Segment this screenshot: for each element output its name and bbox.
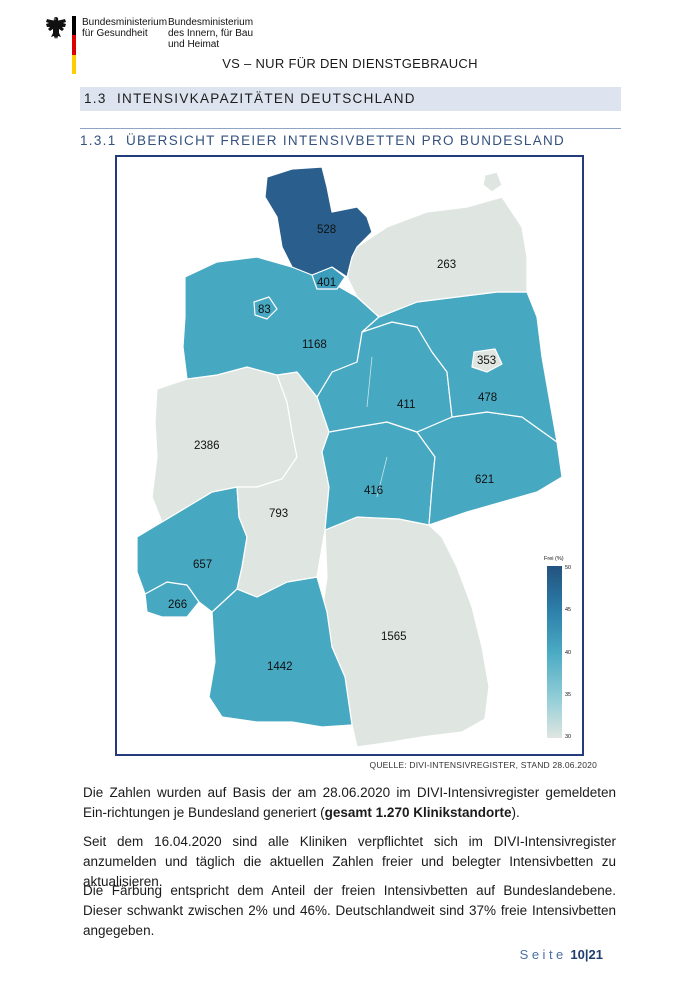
value-label-hessen: 793 — [269, 508, 288, 520]
legend-tick-40: 40 — [565, 650, 571, 656]
subsection-number: 1.3.1 — [80, 133, 117, 148]
island-ruegen — [482, 171, 503, 193]
value-label-schleswig-holstein: 528 — [317, 224, 336, 236]
legend-color-bar — [547, 566, 562, 738]
value-label-sachsen-anhalt: 411 — [397, 399, 415, 411]
paragraph-coloring: Die Färbung entspricht dem Anteil der fr… — [83, 883, 616, 938]
value-label-bayern: 1565 — [381, 631, 407, 643]
value-label-bremen: 83 — [258, 304, 271, 316]
value-label-berlin: 353 — [477, 355, 496, 367]
section-title: INTENSIVKAPAZITÄTEN DEUTSCHLAND — [117, 91, 416, 106]
classification-notice: VS – NUR FÜR DEN DIENSTGEBRAUCH — [222, 56, 478, 71]
value-label-niedersachsen: 1168 — [302, 339, 327, 351]
paragraph-basis-end: ). — [511, 805, 520, 820]
footer-seite-label: Seite — [519, 947, 567, 962]
value-label-nordrhein-westfalen: 2386 — [194, 440, 220, 452]
footer-separator: | — [584, 947, 589, 962]
paragraph-basis-text: Die Zahlen wurden auf Basis der am 28.06… — [83, 785, 616, 820]
value-label-saarland: 266 — [168, 599, 187, 611]
state-berlin — [471, 348, 503, 373]
value-label-mecklenburg-vorpommern: 263 — [437, 259, 456, 271]
footer-page-total: 21 — [588, 947, 603, 962]
paragraph-basis: Die Zahlen wurden auf Basis der am 28.06… — [83, 783, 616, 823]
ministry-health-name: Bundesministerium für Gesundheit — [82, 17, 168, 39]
map-source: QUELLE: DIVI-INTENSIVREGISTER, STAND 28.… — [369, 760, 597, 770]
value-label-sachsen: 621 — [475, 474, 494, 486]
section-heading: 1.3 INTENSIVKAPAZITÄTEN DEUTSCHLAND — [80, 87, 621, 111]
value-label-baden-wuerttemberg: 1442 — [267, 661, 293, 673]
value-label-thueringen: 416 — [364, 485, 383, 497]
state-thueringen — [321, 421, 436, 531]
value-label-brandenburg: 478 — [478, 392, 497, 404]
section-number: 1.3 — [84, 91, 107, 106]
german-flag-bar — [72, 16, 76, 74]
state-mecklenburg-vorpommern — [346, 196, 528, 318]
legend-tick-35: 35 — [565, 692, 571, 698]
legend-tick-50: 50 — [565, 565, 571, 571]
state-schleswig-holstein — [264, 166, 373, 278]
paragraph-basis-bold: gesamt 1.270 Klinikstandorte — [324, 805, 512, 820]
subsection-title: ÜBERSICHT FREIER INTENSIVBETTEN PRO BUND… — [126, 133, 566, 148]
legend-tick-45: 45 — [565, 607, 571, 613]
ministry-interior-name: Bundesministerium des Innern, für Bau un… — [168, 17, 254, 50]
germany-map-svg: 528 401 263 83 1168 353 478 411 2386 416… — [136, 166, 571, 748]
value-label-rheinland-pfalz: 657 — [193, 559, 212, 571]
legend-tick-30: 30 — [565, 734, 571, 740]
legend-title: Frei (%) — [544, 556, 564, 562]
footer-page-number: 10 — [570, 947, 585, 962]
paragraph-obligation: Seit dem 16.04.2020 sind alle Kliniken v… — [83, 834, 616, 889]
page-footer: Seite 10|21 — [520, 947, 603, 962]
subsection-divider — [80, 128, 621, 129]
federal-eagle-icon — [46, 17, 66, 39]
state-bremen — [253, 296, 278, 320]
germany-icu-map: 528 401 263 83 1168 353 478 411 2386 416… — [115, 155, 584, 756]
value-label-hamburg: 401 — [317, 277, 336, 289]
